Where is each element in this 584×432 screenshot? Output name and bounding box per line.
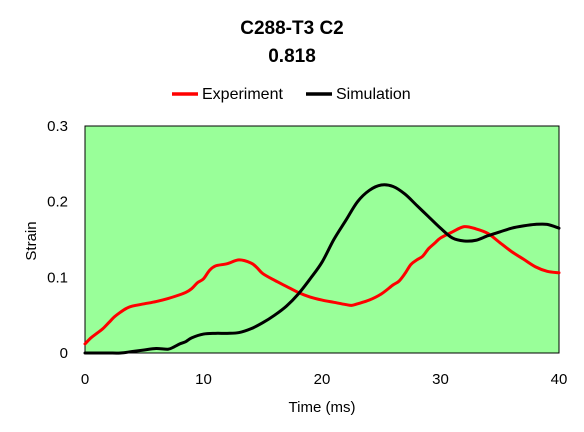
- y-tick-label: 0: [60, 345, 68, 362]
- x-tick-label: 20: [314, 371, 331, 388]
- plot-area: [84, 125, 560, 354]
- legend-label-simulation: Simulation: [336, 86, 411, 103]
- chart-title: C288-T3 C2: [240, 18, 344, 39]
- x-tick-label: 30: [432, 371, 449, 388]
- y-tick-label: 0.2: [47, 194, 68, 211]
- x-axis-ticks: 0 10 20 30 40: [81, 371, 568, 388]
- legend-label-experiment: Experiment: [202, 86, 283, 103]
- y-axis-title: Strain: [23, 221, 40, 260]
- series-layer: [83, 183, 561, 355]
- series-line-experiment: [83, 225, 561, 346]
- chart-subtitle: 0.818: [268, 46, 316, 67]
- legend: Experiment Simulation: [172, 86, 411, 103]
- x-tick-label: 40: [551, 371, 568, 388]
- series-line-simulation: [83, 183, 561, 355]
- x-tick-label: 10: [195, 371, 212, 388]
- y-axis-ticks: 0 0.1 0.2 0.3: [47, 118, 68, 362]
- y-tick-label: 0.1: [47, 269, 68, 286]
- y-tick-label: 0.3: [47, 118, 68, 135]
- x-axis-title: Time (ms): [289, 399, 356, 416]
- x-tick-label: 0: [81, 371, 89, 388]
